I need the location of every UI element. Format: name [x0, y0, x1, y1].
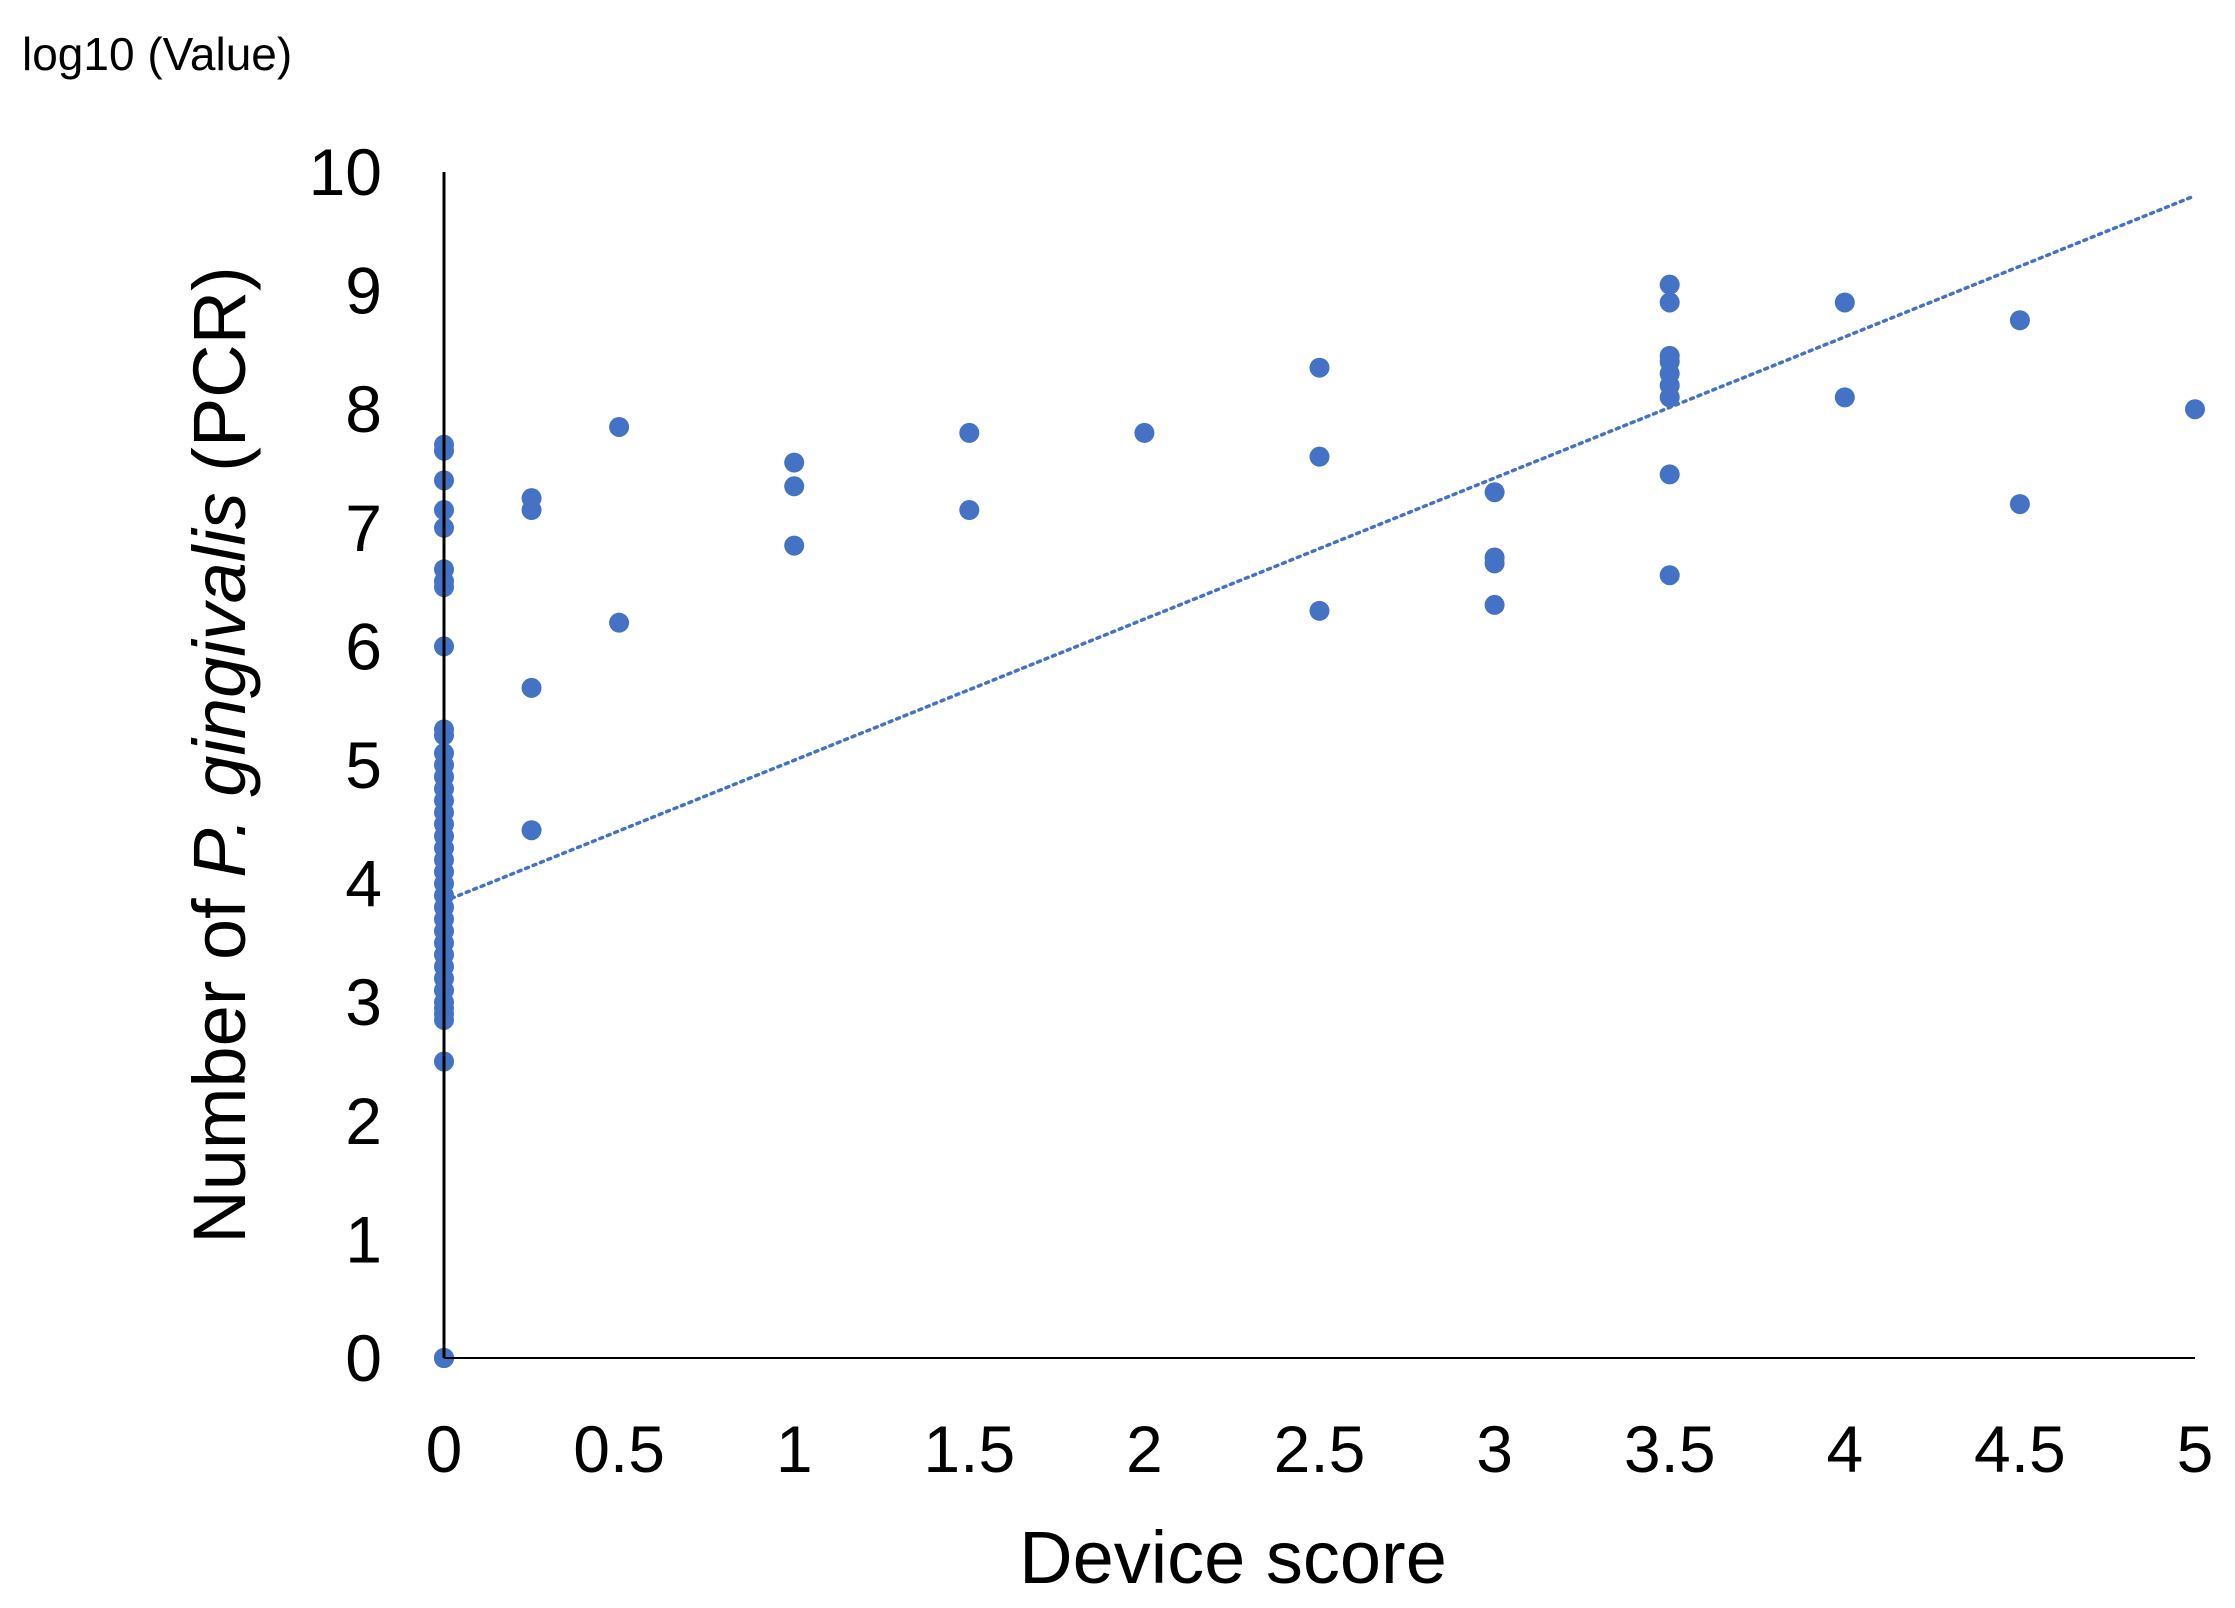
data-point [1659, 345, 1680, 366]
x-tick-label: 1 [776, 1412, 813, 1486]
data-point [1834, 292, 1855, 313]
x-tick-label: 3.5 [1624, 1412, 1716, 1486]
data-point [609, 612, 630, 633]
y-tick-labels: 0 1 2 3 4 5 6 7 8 9 10 [309, 135, 382, 1395]
data-point [1309, 446, 1330, 467]
y-axis-title: Number of P. gingivalis (PCR) [178, 266, 261, 1243]
data-point [784, 535, 805, 556]
y-tick-label: 8 [345, 372, 382, 446]
data-point [2185, 399, 2205, 420]
data-point [1309, 357, 1330, 378]
y-tick-label: 0 [345, 1321, 382, 1395]
data-point [1484, 547, 1505, 568]
data-point [959, 422, 980, 443]
data-point [1134, 422, 1155, 443]
y-tick-label: 10 [309, 135, 382, 209]
x-tick-labels: 0 0.5 1 1.5 2 2.5 3 3.5 4 4.5 5 [426, 1412, 2214, 1486]
data-point [521, 677, 542, 698]
x-tick-label: 0.5 [573, 1412, 665, 1486]
data-point [609, 416, 630, 437]
data-point [784, 452, 805, 473]
data-point [1484, 594, 1505, 615]
y-tick-label: 3 [345, 965, 382, 1039]
corner-label: log10 (Value) [22, 28, 292, 80]
x-tick-label: 5 [2177, 1412, 2214, 1486]
axes-layer [442, 172, 2195, 1359]
y-tick-label: 2 [345, 1084, 382, 1158]
y-axis-title-part-1: Number of [178, 878, 261, 1244]
y-tick-label: 5 [345, 728, 382, 802]
x-tick-label: 4.5 [1974, 1412, 2066, 1486]
data-point [784, 476, 805, 497]
data-point [1834, 387, 1855, 408]
y-tick-label: 4 [345, 847, 382, 921]
data-point [2009, 494, 2030, 515]
data-point [959, 500, 980, 521]
data-point [1659, 274, 1680, 295]
data-point [1659, 464, 1680, 485]
x-tick-label: 4 [1826, 1412, 1863, 1486]
data-point [1659, 565, 1680, 586]
data-point [1484, 482, 1505, 503]
x-tick-label: 3 [1476, 1412, 1513, 1486]
y-tick-label: 7 [345, 491, 382, 565]
data-point [521, 488, 542, 509]
trendline [442, 193, 2197, 904]
x-tick-label: 1.5 [923, 1412, 1015, 1486]
x-tick-label: 2.5 [1274, 1412, 1366, 1486]
data-point [1659, 292, 1680, 313]
data-point [1309, 600, 1330, 621]
data-point [521, 820, 542, 841]
y-tick-label: 1 [345, 1202, 382, 1276]
y-axis-title-part-3: (PCR) [178, 266, 261, 492]
trendline-layer [442, 193, 2197, 904]
x-tick-label: 0 [426, 1412, 463, 1486]
x-axis-title: Device score [1019, 1516, 1447, 1599]
x-tick-label: 2 [1126, 1412, 1163, 1486]
data-point [2009, 310, 2030, 331]
points-layer [434, 274, 2205, 1368]
y-axis-title-species: P. gingivalis [178, 492, 261, 877]
y-tick-label: 9 [345, 254, 382, 328]
y-tick-label: 6 [345, 609, 382, 683]
